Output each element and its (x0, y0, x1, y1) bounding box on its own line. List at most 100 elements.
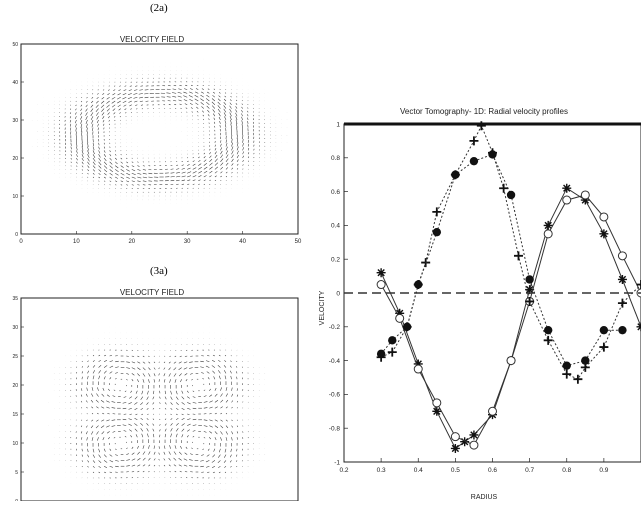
vector-arrow (215, 437, 216, 440)
vector-arrow (160, 429, 161, 431)
vector-arrow (98, 90, 99, 91)
vector-arrow (236, 103, 237, 105)
vector-arrow (248, 161, 249, 162)
vector-arrow (110, 154, 111, 156)
vector-arrow (171, 418, 173, 419)
vector-arrow (160, 419, 161, 420)
vector-arrow (232, 431, 233, 434)
vector-arrow (191, 107, 193, 108)
vector-arrow (143, 465, 145, 467)
vector-arrow (207, 92, 209, 93)
vector-arrow (153, 414, 154, 415)
vector-arrow (212, 95, 214, 97)
vector-arrow (103, 388, 104, 391)
y-tick-label: 20 (12, 156, 18, 162)
vector-arrow (204, 149, 205, 150)
vector-arrow (193, 157, 194, 158)
vector-arrow (71, 147, 72, 150)
vector-arrow (231, 96, 232, 97)
vector-arrow (106, 407, 109, 408)
vector-arrow (218, 99, 220, 101)
vector-arrow (117, 97, 121, 99)
vector-arrow (220, 125, 221, 128)
vector-arrow (142, 434, 143, 437)
vector-arrow (119, 112, 120, 113)
vector-arrow (87, 437, 88, 440)
vector-arrow (96, 105, 99, 108)
vector-arrow (187, 408, 190, 409)
vector-arrow (215, 152, 217, 155)
vector-arrow (135, 397, 137, 400)
vector-arrow (179, 458, 182, 460)
vector-arrow (232, 163, 234, 165)
vector-arrow (137, 166, 139, 167)
vector-arrow (96, 420, 98, 422)
vector-arrow (236, 466, 237, 467)
vector-arrow (93, 355, 94, 356)
vector-arrow (237, 173, 238, 174)
vector-arrow (232, 420, 233, 421)
vector-arrow (190, 454, 193, 455)
vector-arrow (99, 376, 100, 379)
vector-arrow (110, 377, 111, 379)
vector-arrow (110, 162, 113, 165)
vector-arrow (87, 388, 88, 391)
vector-arrow (86, 124, 87, 128)
vector-arrow (76, 105, 77, 106)
vector-arrow (207, 372, 210, 374)
vector-arrow (137, 458, 140, 460)
vector-arrow (81, 120, 82, 124)
x-tick-label: 0.8 (562, 467, 571, 474)
vector-arrow (209, 407, 212, 408)
vector-arrow (204, 171, 207, 173)
vector-arrow (187, 176, 191, 177)
vector-arrow (225, 355, 226, 356)
vector-arrow (137, 181, 140, 182)
vector-arrow (224, 455, 226, 458)
vector-arrow (101, 407, 104, 409)
vector-arrow (189, 460, 193, 461)
vector-arrow (93, 162, 95, 165)
vector-arrow (132, 162, 133, 163)
vector-arrow (182, 172, 186, 173)
vector-arrow (110, 449, 111, 451)
vector-arrow (220, 155, 222, 158)
vector-arrow (209, 167, 212, 170)
vector-arrow (82, 371, 83, 373)
vector-arrow (141, 418, 143, 420)
vector-arrow (226, 154, 228, 158)
vector-arrow (212, 102, 215, 105)
vector-arrow (86, 400, 87, 402)
vector-arrow (129, 408, 132, 409)
vector-arrow (99, 147, 100, 150)
vector-arrow (87, 449, 88, 452)
vector-arrow (184, 100, 187, 101)
vector-arrow (81, 124, 82, 128)
vector-arrow (220, 163, 223, 166)
vector-arrow (134, 101, 137, 102)
vector-arrow (135, 86, 137, 87)
vector-arrow (175, 445, 176, 448)
vector-arrow (232, 426, 233, 428)
vector-arrow (224, 466, 226, 467)
vector-arrow (137, 373, 139, 376)
vector-arrow (86, 116, 88, 120)
vector-arrow (92, 413, 93, 414)
vector-arrow (193, 408, 197, 409)
vector-arrow (112, 105, 115, 107)
vector-arrow (115, 449, 116, 450)
vector-arrow (189, 466, 193, 467)
vector-arrow (232, 437, 233, 440)
vector-arrow (86, 112, 88, 115)
vector-arrow (110, 366, 113, 368)
vector-arrow (237, 401, 238, 402)
vector-arrow (115, 466, 119, 467)
vector-arrow (121, 162, 123, 164)
series-line-2 (381, 126, 641, 380)
series-line-0 (381, 188, 641, 448)
vector-arrow (172, 96, 176, 97)
vector-arrow (70, 112, 71, 114)
vector-arrow (179, 368, 182, 370)
data-point-plus (599, 343, 608, 352)
